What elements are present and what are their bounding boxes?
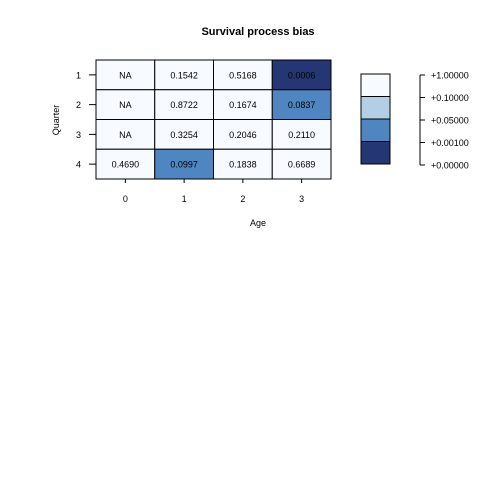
- heatmap-cell: [154, 89, 214, 120]
- y-axis-label: Quarter: [51, 105, 61, 136]
- heatmap-cell: [271, 89, 332, 120]
- legend-label: +0.10000: [431, 93, 469, 103]
- heatmap-cell: [154, 59, 214, 91]
- cell-label: 0.5168: [229, 70, 257, 80]
- heatmap-cell: [271, 119, 332, 150]
- cell-label: 0.2046: [229, 130, 257, 140]
- x-tick-label: 2: [240, 194, 245, 204]
- y-tick-label: 2: [76, 100, 81, 110]
- heatmap-cell: [271, 148, 332, 180]
- y-tick-label: 1: [76, 70, 81, 80]
- legend-label: +0.00000: [431, 161, 469, 171]
- heatmap-cell: [271, 59, 332, 91]
- cell-label: NA: [119, 130, 132, 140]
- legend-label: +0.05000: [431, 116, 469, 126]
- legend-swatch: [360, 141, 391, 165]
- heatmap-cell: [154, 148, 214, 180]
- cell-label: 0.0997: [170, 160, 198, 170]
- legend-swatch: [360, 73, 391, 97]
- y-tick-label: 3: [76, 130, 81, 140]
- cell-label: 0.0006: [288, 70, 316, 80]
- x-axis: 0 1 2 3: [123, 179, 304, 204]
- cell-label: 0.6689: [288, 160, 316, 170]
- legend: +1.00000 +0.10000 +0.05000 +0.00100 +0.00000: [360, 71, 469, 171]
- cell-label: NA: [119, 100, 132, 110]
- cell-label: 0.8722: [170, 100, 198, 110]
- cell-label: 0.1838: [229, 160, 257, 170]
- cell-label: 0.2110: [288, 130, 315, 140]
- cell-label: 0.3254: [170, 130, 198, 140]
- heatmap-cells: NA 0.1542 0.5168 0.0006 NA 0.8722 0.1674 0.0837…: [95, 59, 332, 180]
- cell-label: 0.0837: [288, 100, 316, 110]
- x-tick-label: 3: [299, 194, 304, 204]
- legend-label: +0.00100: [431, 138, 469, 148]
- legend-label: +1.00000: [431, 71, 469, 81]
- x-tick-label: 0: [123, 194, 128, 204]
- cell-label: 0.1674: [229, 100, 257, 110]
- chart-title: Survival process bias: [201, 26, 314, 38]
- y-tick-label: 4: [76, 160, 81, 170]
- legend-swatch: [360, 118, 391, 142]
- heatmap-cell: [154, 119, 214, 150]
- legend-swatch: [360, 96, 391, 120]
- cell-label: 0.1542: [170, 70, 198, 80]
- x-tick-label: 1: [182, 194, 187, 204]
- y-axis: 1 2 3 4: [76, 70, 96, 170]
- cell-label: NA: [119, 70, 132, 80]
- cell-label: 0.4690: [112, 160, 140, 170]
- x-axis-label: Age: [250, 218, 266, 228]
